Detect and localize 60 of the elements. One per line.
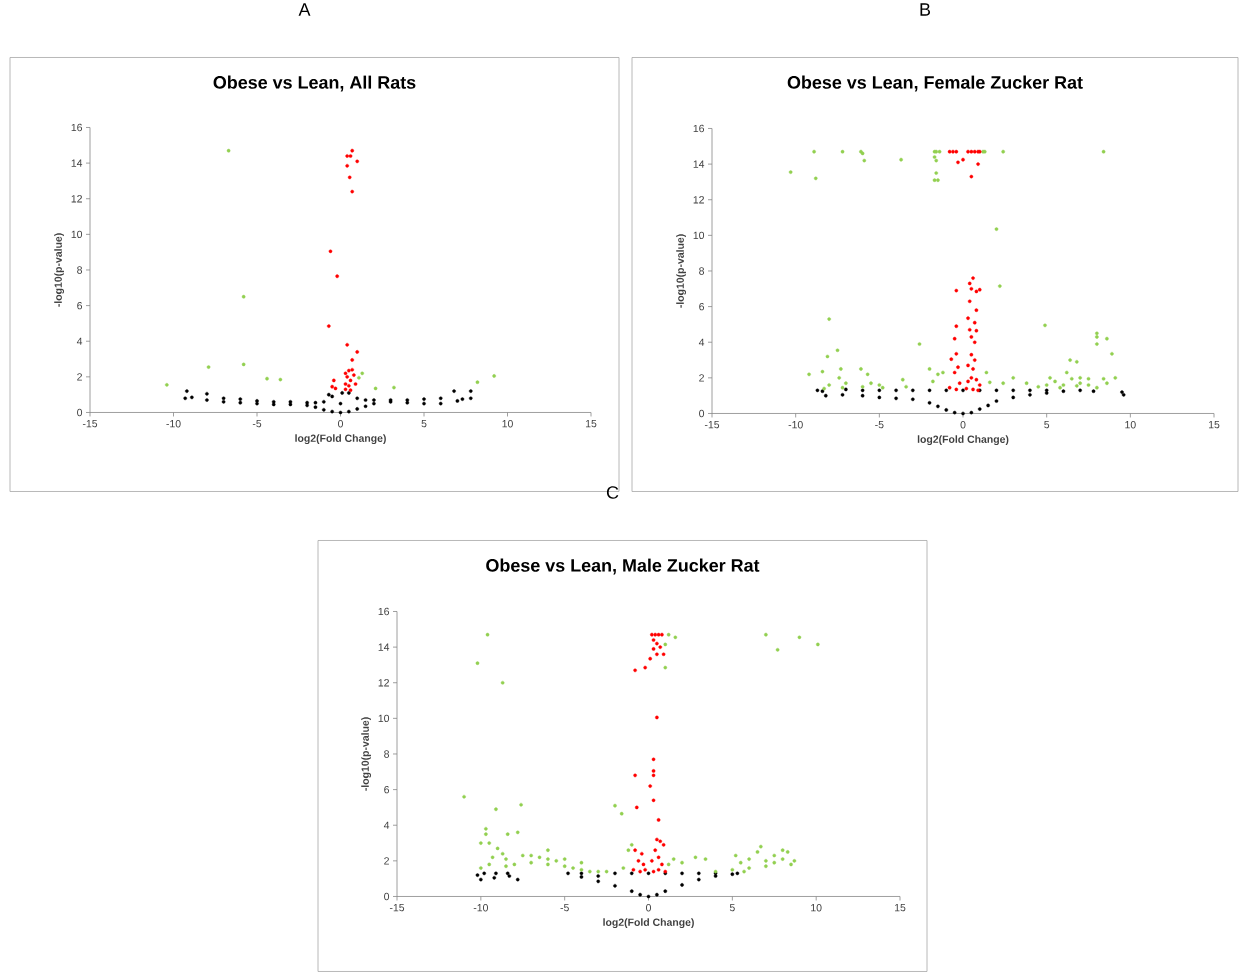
y-tick-label: 10 (71, 230, 83, 238)
text: A (298, 3, 311, 16)
chart-title: Obese vs Lean, All Rats (213, 75, 416, 92)
y-tick-label: 4 (383, 821, 390, 829)
y-tick-label: 16 (71, 123, 83, 131)
y-tick-label: 16 (693, 124, 705, 132)
y-tick-label: 0 (77, 408, 83, 416)
y-axis-title: -log10(p-value) (676, 234, 687, 308)
x-tick-label: 15 (585, 419, 597, 428)
x-tick-label: 0 (338, 419, 344, 428)
x-tick-label: -5 (875, 420, 884, 429)
x-tick-label: 10 (811, 903, 822, 912)
y-tick-label: 8 (77, 266, 83, 274)
y-tick-label: 14 (378, 643, 390, 651)
y-tick-label: 2 (384, 856, 389, 865)
x-axis-title: log2(Fold Change) (603, 918, 694, 928)
x-tick-label: 5 (421, 419, 427, 428)
x-tick-label: 5 (1044, 420, 1050, 429)
y-tick-label: 12 (71, 194, 82, 203)
y-tick-label: 0 (699, 409, 705, 417)
x-tick-label: 15 (1208, 420, 1220, 429)
y-tick-label: 6 (77, 301, 83, 310)
x-tick-label: -15 (82, 419, 98, 428)
y-axis-title: -log10(p-value) (54, 233, 65, 307)
y-axis-title: -log10(p-value) (361, 717, 372, 791)
x-tick-label: 10 (502, 419, 513, 428)
chart-title: Obese vs Lean, Male Zucker Rat (486, 558, 760, 575)
y-tick-label: 16 (378, 607, 390, 615)
x-tick-label: 15 (894, 903, 906, 912)
x-axis-title: log2(Fold Change) (295, 434, 386, 444)
y-tick-label: 6 (384, 785, 390, 794)
y-tick-label: 14 (71, 159, 83, 167)
x-tick-label: 10 (1125, 420, 1136, 429)
y-tick-label: 4 (76, 337, 83, 345)
x-tick-label: -5 (560, 903, 569, 912)
y-tick-label: 6 (699, 302, 705, 311)
y-tick-label: 8 (699, 267, 705, 275)
y-tick-label: 10 (378, 714, 390, 722)
x-tick-label: -10 (788, 420, 803, 429)
x-tick-label: -5 (252, 419, 262, 428)
x-tick-label: -15 (389, 903, 405, 912)
y-tick-label: 0 (384, 892, 390, 900)
y-tick-label: 10 (693, 231, 705, 239)
y-tick-label: 8 (384, 750, 390, 758)
x-tick-label: 0 (960, 420, 966, 429)
y-tick-label: 14 (693, 160, 705, 168)
text: B (920, 3, 931, 16)
y-tick-label: 2 (699, 373, 704, 382)
text: C (606, 485, 619, 499)
x-tick-label: 5 (729, 903, 735, 912)
y-tick-label: 2 (77, 372, 82, 381)
y-tick-label: 4 (698, 338, 705, 346)
x-tick-label: -10 (473, 903, 488, 912)
x-axis-title: log2(Fold Change) (917, 435, 1009, 445)
chart-title: Obese vs Lean, Female Zucker Rat (787, 75, 1083, 92)
x-tick-label: -15 (704, 420, 720, 429)
y-tick-label: 12 (378, 678, 389, 687)
y-tick-label: 12 (693, 195, 704, 204)
x-tick-label: 0 (646, 903, 652, 912)
x-tick-label: -10 (166, 419, 181, 428)
